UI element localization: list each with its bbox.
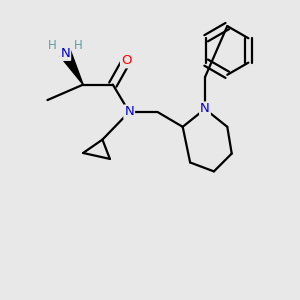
Text: O: O (121, 54, 131, 67)
Text: H: H (74, 39, 83, 52)
Text: N: N (124, 106, 134, 118)
Text: N: N (200, 103, 210, 116)
Text: N: N (60, 47, 70, 60)
Text: H: H (47, 39, 56, 52)
Polygon shape (60, 50, 83, 85)
